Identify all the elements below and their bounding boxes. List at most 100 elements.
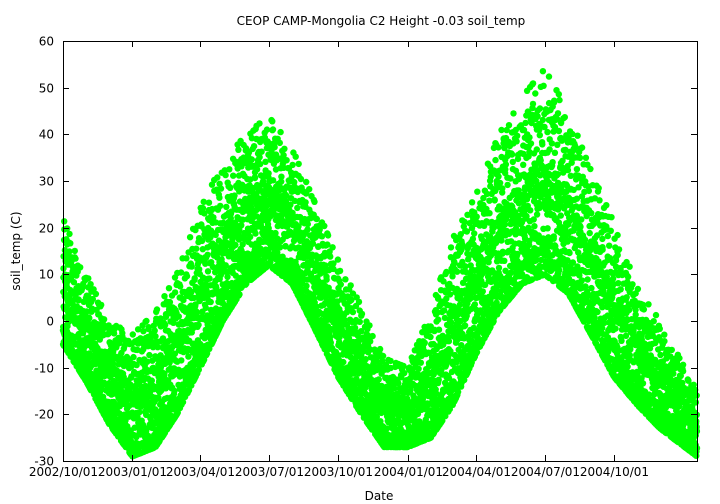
data-point — [499, 185, 506, 192]
data-point — [207, 298, 214, 306]
data-point — [186, 234, 194, 241]
data-point — [283, 157, 290, 164]
data-point — [468, 199, 476, 206]
data-point — [375, 376, 382, 383]
data-point — [248, 156, 255, 163]
data-point — [222, 262, 229, 269]
data-point — [193, 245, 200, 252]
data-point — [144, 358, 151, 365]
data-point — [133, 361, 140, 369]
data-point — [313, 215, 320, 223]
data-point — [87, 281, 94, 288]
data-point — [302, 199, 309, 206]
data-point — [491, 197, 498, 204]
data-point — [99, 393, 107, 400]
data-point — [98, 301, 105, 309]
data-point — [149, 344, 157, 351]
data-point — [421, 339, 428, 346]
data-point — [510, 110, 517, 117]
data-point — [180, 296, 187, 304]
data-point — [166, 298, 174, 306]
data-point — [81, 349, 88, 356]
data-point — [100, 316, 108, 323]
data-point — [153, 306, 161, 313]
data-point — [238, 222, 245, 229]
data-point — [177, 269, 185, 276]
data-point — [60, 218, 68, 225]
data-point — [212, 231, 219, 239]
data-point — [171, 289, 179, 296]
data-point — [366, 322, 373, 329]
data-point — [474, 188, 481, 195]
data-point — [217, 185, 225, 192]
data-point — [228, 208, 235, 215]
data-point — [191, 275, 198, 282]
data-point — [297, 175, 305, 183]
data-point — [252, 230, 259, 237]
data-point — [492, 156, 499, 164]
data-point — [195, 366, 202, 373]
data-point — [263, 126, 271, 133]
data-point — [505, 122, 513, 129]
data-point — [239, 241, 246, 248]
data-point — [356, 318, 363, 325]
data-point — [322, 262, 329, 269]
data-point — [427, 333, 434, 341]
data-point — [214, 174, 221, 181]
data-point — [501, 257, 508, 264]
data-point — [130, 353, 137, 361]
data-point — [309, 240, 317, 247]
data-point — [279, 236, 286, 243]
data-point — [379, 352, 387, 360]
data-point — [159, 335, 167, 342]
data-point — [451, 259, 458, 267]
data-point — [239, 181, 246, 188]
data-point — [250, 143, 258, 150]
data-point — [326, 333, 334, 341]
data-point — [479, 288, 486, 295]
data-point — [152, 333, 159, 340]
data-point — [143, 317, 150, 325]
data-point — [514, 132, 521, 139]
data-point — [66, 248, 73, 255]
data-point — [195, 321, 202, 329]
data-point — [471, 230, 478, 237]
data-point — [321, 222, 328, 230]
data-point — [318, 233, 326, 240]
data-points — [59, 68, 701, 460]
data-point — [265, 170, 272, 177]
data-point — [435, 316, 442, 323]
data-point — [200, 198, 207, 205]
data-point — [206, 275, 213, 282]
data-point — [278, 178, 285, 185]
data-point — [239, 216, 247, 223]
data-point — [269, 177, 277, 184]
data-point — [287, 201, 294, 208]
data-point — [486, 210, 493, 217]
data-point — [274, 249, 281, 256]
data-point — [204, 268, 212, 275]
data-point — [183, 255, 190, 262]
data-point — [196, 266, 203, 273]
data-point — [347, 282, 354, 289]
data-point — [277, 128, 284, 136]
data-point — [262, 158, 269, 165]
data-point — [369, 332, 376, 340]
data-point — [83, 308, 90, 315]
data-point — [75, 296, 82, 303]
data-point — [330, 260, 337, 267]
data-point — [453, 268, 461, 275]
data-point — [355, 298, 363, 306]
data-point — [210, 214, 217, 221]
data-point — [304, 226, 311, 233]
data-point — [92, 290, 100, 298]
data-point — [161, 293, 168, 300]
data-point — [376, 345, 384, 353]
data-point — [236, 291, 243, 298]
data-point — [171, 387, 178, 395]
data-point — [461, 322, 469, 329]
data-point — [445, 338, 453, 345]
data-point — [495, 173, 502, 180]
data-point — [120, 373, 127, 381]
data-point — [324, 232, 332, 239]
